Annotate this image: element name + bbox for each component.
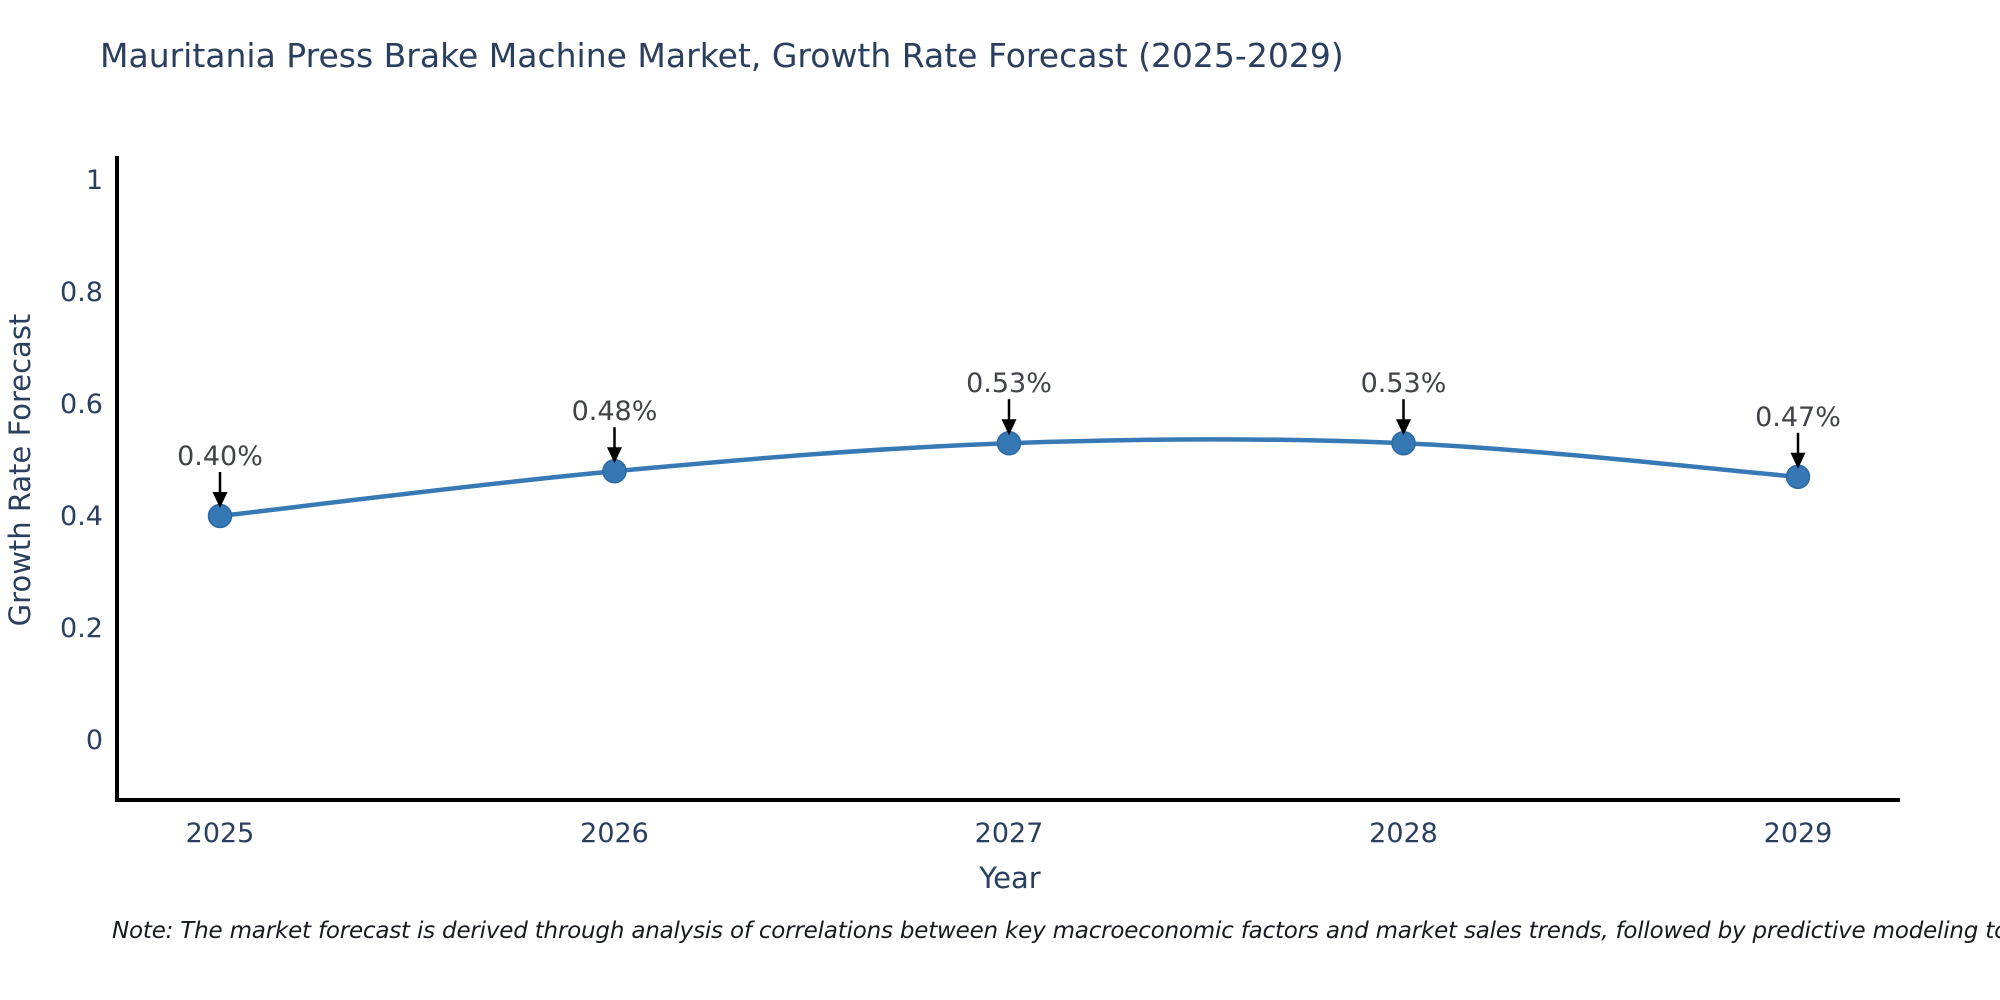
x-tick-label: 2029: [1764, 818, 1833, 849]
y-tick-label: 0: [86, 725, 103, 756]
y-tick-label: 1: [86, 165, 103, 196]
axes: 0 0.2 0.4 0.6 0.8 1 2025 2026 2027 2028 2029: [60, 156, 1900, 849]
annotation-arrowhead: [607, 447, 622, 464]
data-point-label: 0.53%: [1361, 368, 1447, 399]
x-tick-label: 2025: [186, 818, 255, 849]
y-tick-label: 0.2: [60, 613, 103, 644]
y-tick-label: 0.6: [60, 389, 103, 420]
data-point-label: 0.40%: [177, 441, 263, 472]
annotation-arrowhead: [1790, 452, 1806, 469]
data-series: [207, 430, 1811, 529]
annotation-arrowhead: [212, 492, 228, 508]
data-point-label: 0.47%: [1755, 402, 1841, 433]
footnote-text: Note: The market forecast is derived thr…: [112, 918, 2000, 944]
data-point-label: 0.48%: [572, 396, 658, 427]
chart-title: Mauritania Press Brake Machine Market, G…: [100, 36, 1344, 75]
x-tick-label: 2028: [1369, 818, 1438, 849]
y-tick-label: 0.8: [60, 277, 103, 308]
x-tick-label: 2027: [975, 818, 1044, 849]
x-axis-title: Year: [978, 861, 1040, 895]
annotation-arrowhead: [1001, 419, 1017, 436]
x-tick-label: 2026: [580, 818, 649, 849]
y-axis-title: Growth Rate Forecast: [3, 314, 37, 627]
y-tick-label: 0.4: [60, 501, 103, 532]
annotation-arrowhead: [1396, 419, 1411, 436]
data-point-label: 0.53%: [966, 368, 1052, 399]
annotations: 0.40% 0.48% 0.53% 0.53% 0.47%: [177, 368, 1841, 508]
